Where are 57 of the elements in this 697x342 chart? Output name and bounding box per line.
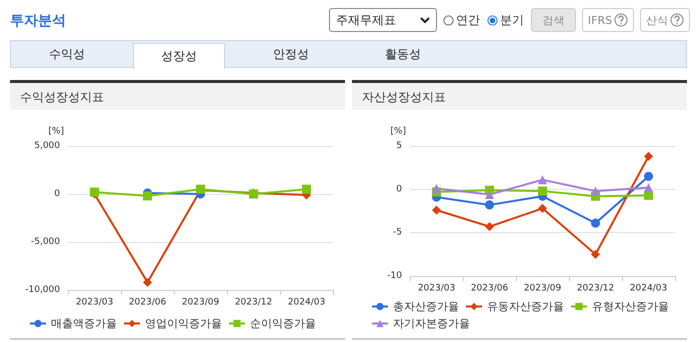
chart-title: 수익성장성지표 [10,80,345,110]
text: 성장성 [133,43,225,69]
x-tick-label: 2023/09 [182,298,220,308]
point [538,175,547,184]
legend-label: 매출액증가율 [51,317,117,330]
text: 검색 [531,8,576,32]
text: 분기 [499,12,524,29]
y-axis-title: [%] [390,126,406,136]
chart-title: 자산성장성지표 [352,80,687,110]
point [591,186,600,196]
x-tick-label: 2024/03 [288,298,326,308]
legend-label: 순이익증가율 [250,317,316,330]
point [302,184,311,194]
y-tick-label: -5 [393,228,402,238]
legend-label: 자기자본증가율 [393,317,470,330]
x-tick-label: 2023/09 [524,284,562,294]
x-tick-label: 2023/06 [128,298,166,308]
point [591,250,600,259]
point [538,204,547,213]
x-tick-label: 2023/06 [470,284,508,294]
text: 연간 [455,12,480,29]
x-tick-label: 2023/12 [234,298,272,308]
text: IFRS [582,8,634,32]
text: 산식 [640,8,690,32]
x-tick-label: 2023/12 [576,284,614,294]
point [485,200,494,210]
x-tick-label: 2024/03 [630,284,668,294]
point [538,186,547,196]
legend-label: 영업이익증가율 [145,317,222,330]
point [644,183,653,192]
point [485,190,494,200]
y-axis-title: [%] [48,126,64,136]
y-tick-label: 0 [396,184,402,194]
x-tick-label: 2023/03 [76,298,114,308]
text: 주재무제표 [336,12,396,28]
y-tick-label: 5,000 [34,141,60,151]
text: 수익성 [48,46,86,62]
point [644,172,653,181]
y-tick-label: -10 [387,271,402,281]
point [432,206,441,215]
legend-label: 유형자산증가율 [592,300,669,313]
legend-label: 총자산증가율 [393,300,459,313]
text: 활동성 [384,46,422,62]
x-tick-label: 2023/03 [418,284,456,294]
point [143,278,152,287]
point [143,191,152,200]
point [644,152,653,161]
point [432,184,441,193]
y-tick-label: -5,000 [30,237,60,247]
text: 안정성 [272,46,310,62]
point [485,222,494,232]
legend-label: 유동자산증가율 [487,300,564,313]
point [591,218,600,228]
text: 투자분석 [10,12,66,30]
y-tick-label: 5 [396,141,402,151]
y-tick-label: -10,000 [25,285,60,295]
y-tick-label: 0 [54,189,60,199]
